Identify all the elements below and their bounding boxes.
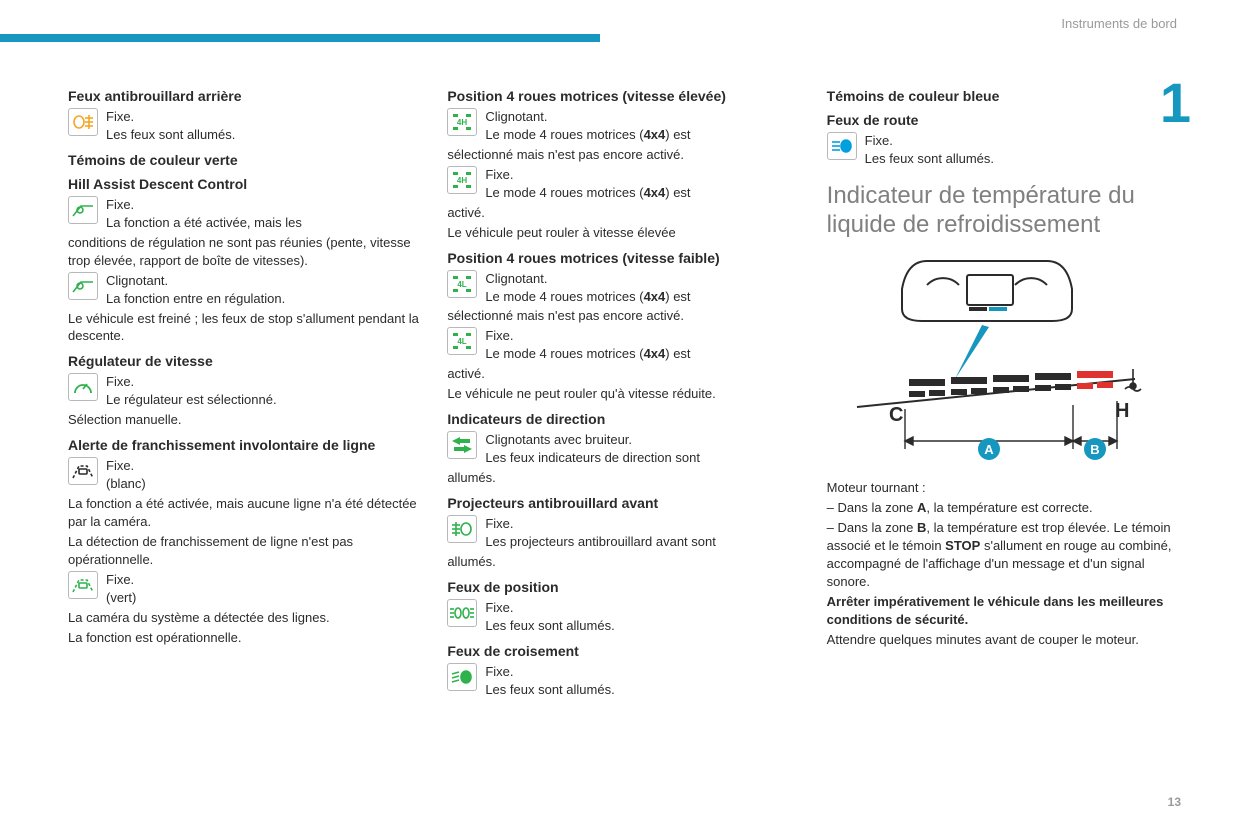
heading-cruise: Régulateur de vitesse (68, 353, 419, 369)
svg-text:4L: 4L (458, 280, 467, 289)
svg-text:A: A (984, 442, 994, 457)
coolant-diagram: C H A B (827, 249, 1167, 469)
text: Fixe. (485, 515, 716, 533)
text: La fonction est opérationnelle. (68, 629, 419, 647)
text: Sélection manuelle. (68, 411, 419, 429)
text-warning: Arrêter impérativement le véhicule dans … (827, 593, 1178, 629)
low-beam-icon (447, 663, 477, 691)
text: Clignotants avec bruiteur. (485, 431, 700, 449)
page-number: 13 (1168, 795, 1181, 809)
top-accent-bar (0, 34, 600, 42)
text: Fixe. (485, 166, 690, 184)
text: Clignotant. (485, 108, 690, 126)
heading-lane: Alerte de franchissement involontaire de… (68, 437, 419, 453)
heading-4wd-high: Position 4 roues motrices (vitesse élevé… (447, 88, 798, 104)
text: Le véhicule est freiné ; les feux de sto… (68, 310, 419, 346)
text: Les feux sont allumés. (865, 150, 994, 168)
svg-text:4L: 4L (458, 337, 467, 346)
text: Fixe. (485, 327, 690, 345)
heading-4wd-low: Position 4 roues motrices (vitesse faibl… (447, 250, 798, 266)
heading-front-fog: Projecteurs antibrouillard avant (447, 495, 798, 511)
cruise-icon (68, 373, 98, 401)
heading-lowbeam: Feux de croisement (447, 643, 798, 659)
front-fog-icon (447, 515, 477, 543)
position-light-icon (447, 599, 477, 627)
svg-text:4H: 4H (457, 118, 467, 127)
text: Clignotant. (485, 270, 690, 288)
text: Fixe. (865, 132, 994, 150)
text: sélectionné mais n'est pas encore activé… (447, 146, 798, 164)
text: Le régulateur est sélectionné. (106, 391, 277, 409)
section-title-coolant: Indicateur de température du liquide de … (827, 182, 1178, 240)
svg-text:C: C (889, 404, 903, 426)
text: Fixe. (106, 571, 136, 589)
text: – Dans la zone B, la température est tro… (827, 519, 1178, 591)
lane-white-icon (68, 457, 98, 485)
text: activé. (447, 204, 798, 222)
columns: Feux antibrouillard arrière Fixe. Les fe… (68, 82, 1178, 701)
text: Attendre quelques minutes avant de coupe… (827, 631, 1178, 649)
4l-fixed-icon: 4L (447, 327, 477, 355)
text: Fixe. (106, 457, 146, 475)
heading-blue: Témoins de couleur bleue (827, 88, 1178, 104)
4l-blink-icon: 4L (447, 270, 477, 298)
text: Les feux sont allumés. (106, 126, 235, 144)
turn-signal-icon (447, 431, 477, 459)
text: La fonction entre en régulation. (106, 290, 285, 308)
svg-text:4H: 4H (457, 176, 467, 185)
text: allumés. (447, 553, 798, 571)
column-1: Feux antibrouillard arrière Fixe. Les fe… (68, 82, 419, 701)
4h-fixed-icon: 4H (447, 166, 477, 194)
lane-green-icon (68, 571, 98, 599)
text: Fixe. (485, 599, 614, 617)
text: Les feux indicateurs de direction sont (485, 449, 700, 467)
heading-turn: Indicateurs de direction (447, 411, 798, 427)
text: Le mode 4 roues motrices (4x4) est (485, 345, 690, 363)
heading-position: Feux de position (447, 579, 798, 595)
hadc-icon (68, 196, 98, 224)
text: La fonction a été activée, mais aucune l… (68, 495, 419, 531)
text: Le mode 4 roues motrices (4x4) est (485, 288, 690, 306)
section-header: Instruments de bord (1061, 16, 1177, 31)
text: conditions de régulation ne sont pas réu… (68, 234, 419, 270)
heading-hadc: Hill Assist Descent Control (68, 176, 419, 192)
text: Fixe. (106, 108, 235, 126)
text: Fixe. (485, 663, 614, 681)
text: Les feux sont allumés. (485, 617, 614, 635)
text: La fonction a été activée, mais les (106, 214, 302, 232)
text: Fixe. (106, 196, 302, 214)
text: Moteur tournant : (827, 479, 1178, 497)
text: (vert) (106, 589, 136, 607)
text: La caméra du système a détectée des lign… (68, 609, 419, 627)
column-3: Témoins de couleur bleue Feux de route F… (827, 82, 1178, 701)
text: activé. (447, 365, 798, 383)
hadc-blink-icon (68, 272, 98, 300)
heading-rear-fog: Feux antibrouillard arrière (68, 88, 419, 104)
high-beam-icon (827, 132, 857, 160)
text: Le mode 4 roues motrices (4x4) est (485, 184, 690, 202)
text: Le véhicule peut rouler à vitesse élevée (447, 224, 798, 242)
heading-highbeam: Feux de route (827, 112, 1178, 128)
text: allumés. (447, 469, 798, 487)
text: – Dans la zone A, la température est cor… (827, 499, 1178, 517)
text: Les feux sont allumés. (485, 681, 614, 699)
heading-green: Témoins de couleur verte (68, 152, 419, 168)
text: Fixe. (106, 373, 277, 391)
text: Clignotant. (106, 272, 285, 290)
text: La détection de franchissement de ligne … (68, 533, 419, 569)
text: Les projecteurs antibrouillard avant son… (485, 533, 716, 551)
text: (blanc) (106, 475, 146, 493)
column-2: Position 4 roues motrices (vitesse élevé… (447, 82, 798, 701)
text: Le mode 4 roues motrices (4x4) est (485, 126, 690, 144)
text: Le véhicule ne peut rouler qu'à vitesse … (447, 385, 798, 403)
svg-text:B: B (1090, 442, 1099, 457)
rear-fog-icon (68, 108, 98, 136)
text: sélectionné mais n'est pas encore activé… (447, 307, 798, 325)
4h-blink-icon: 4H (447, 108, 477, 136)
